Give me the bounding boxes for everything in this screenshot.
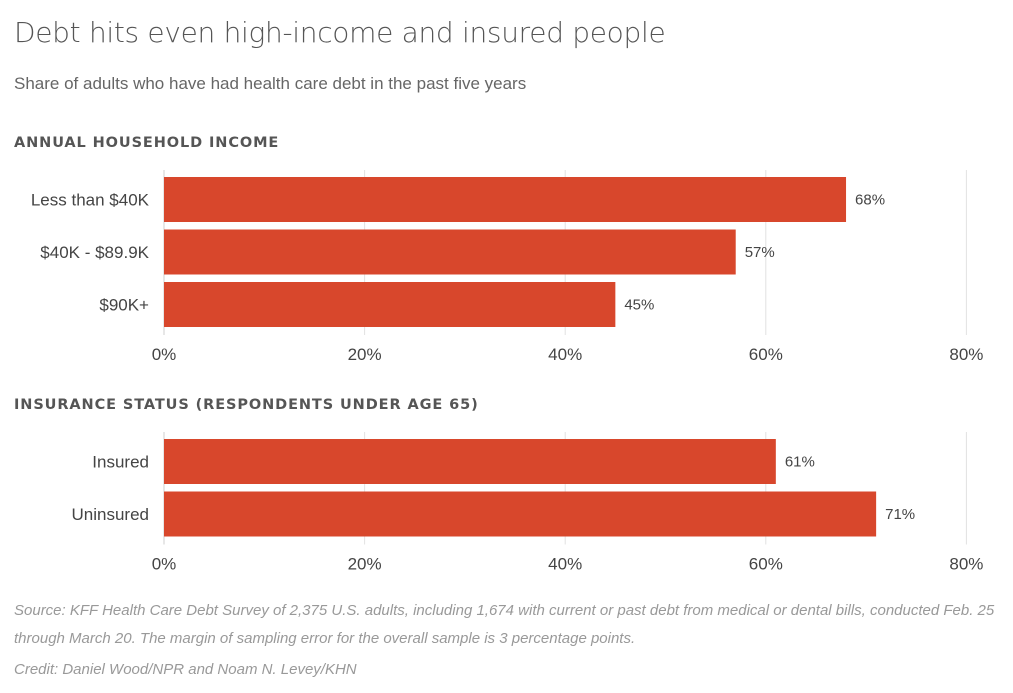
value-label: 61% (785, 454, 815, 471)
x-tick-label: 20% (348, 555, 382, 574)
category-label: Insured (92, 453, 149, 472)
category-label: Uninsured (72, 505, 150, 524)
bar (164, 439, 776, 484)
x-tick-label: 40% (548, 345, 582, 364)
insurance-bar-chart: 0% 20% 40% 60% 80% Insured 61% Uninsured 71% (72, 432, 983, 574)
chart-title: Debt hits even high-income and insured p… (14, 16, 666, 49)
x-tick-label: 0% (152, 555, 177, 574)
source-note: Source: KFF Health Care Debt Survey of 2… (14, 602, 995, 647)
category-label: Less than $40K (31, 191, 150, 210)
income-bar-chart: 0% 20% 40% 60% 80% Less than $40K 68% $40K - $8… (31, 170, 983, 364)
value-label: 57% (745, 244, 775, 261)
bar (164, 491, 877, 537)
x-tick-label: 60% (749, 345, 783, 364)
x-tick-label: 80% (949, 555, 983, 574)
bar (164, 282, 616, 327)
credit-note: Credit: Daniel Wood/NPR and Noam N. Leve… (14, 661, 357, 678)
chart-subtitle: Share of adults who have had health care… (14, 74, 527, 93)
category-label: $90K+ (99, 296, 149, 315)
x-tick-label: 60% (749, 555, 783, 574)
x-tick-label: 0% (152, 345, 177, 364)
income-section-label: ANNUAL HOUSEHOLD INCOME (14, 135, 280, 151)
x-tick-label: 20% (348, 345, 382, 364)
bar (164, 229, 736, 275)
x-tick-label: 40% (548, 555, 582, 574)
category-label: $40K - $89.9K (40, 243, 149, 262)
x-tick-label: 80% (949, 345, 983, 364)
value-label: 68% (855, 192, 885, 209)
insurance-section-label: INSURANCE STATUS (RESPONDENTS UNDER AGE … (14, 397, 479, 413)
value-label: 45% (624, 297, 654, 314)
bar (164, 177, 847, 222)
value-label: 71% (885, 506, 915, 523)
